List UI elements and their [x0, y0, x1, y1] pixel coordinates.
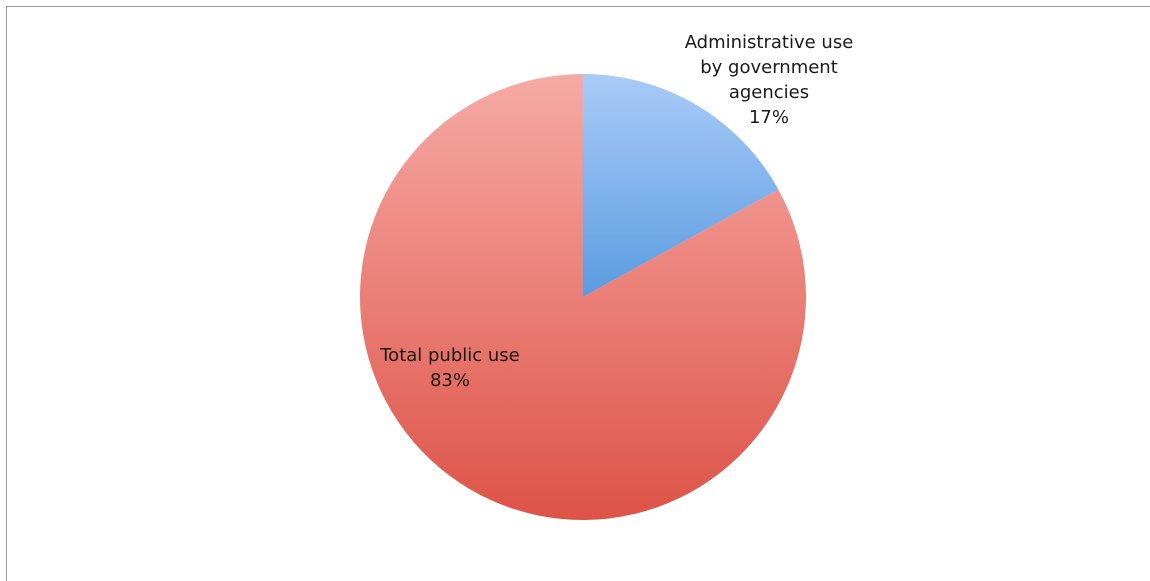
pie-labels: Administrative use by government agencies 1… — [379, 32, 853, 391]
pie-slice-0 — [583, 74, 779, 297]
slice-value-label: 17% — [749, 107, 789, 128]
slice-category-label: agencies — [729, 82, 809, 103]
slice-label-1: Total public use 83% — [379, 345, 520, 391]
slice-value-label: 83% — [430, 370, 470, 391]
slice-category-label: Total public use — [379, 345, 520, 366]
pie-slice-1 — [360, 74, 807, 520]
slice-category-label: Administrative use — [685, 32, 854, 53]
slice-label-0: Administrative use by government agencies 1… — [685, 32, 854, 128]
slice-category-label: by government — [700, 57, 838, 78]
pie-slices — [360, 74, 807, 520]
